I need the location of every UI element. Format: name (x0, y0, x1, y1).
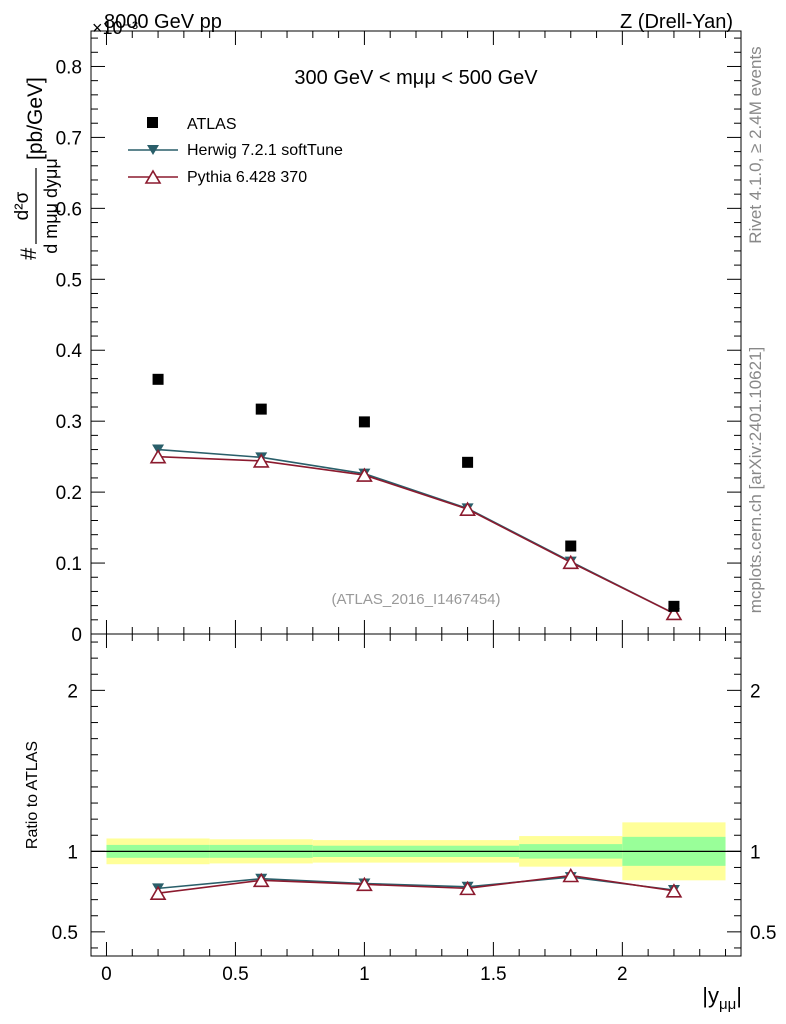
x-tick-label: 0 (101, 964, 112, 985)
y-scale-factor: ×10⁻³ (92, 18, 138, 38)
ratio-y-tick-label-left: 2 (67, 681, 78, 702)
ratio-frame (90, 633, 742, 957)
legend: ATLAS Herwig 7.2.1 softTune Pythia 6.428… (128, 116, 343, 186)
pythia-ratio-point (665, 883, 683, 898)
main-y-tick-label: 0.1 (56, 554, 82, 575)
ratio-y-tick-label-left: 1 (67, 842, 78, 863)
process-label: Z (Drell-Yan) (620, 11, 733, 33)
legend-marker-herwig (147, 145, 159, 155)
x-axis-label: |yμμ| (702, 983, 742, 1013)
main-y-tick-label: 0.6 (56, 199, 82, 220)
pythia-ratio-point (562, 867, 580, 883)
svg-text:d mμμ dyμμ: d mμμ dyμμ (41, 158, 61, 254)
x-tick-label: 1 (359, 964, 370, 985)
pythia-point (459, 501, 476, 516)
mass-range-title: 300 GeV < mμμ < 500 GeV (294, 67, 538, 89)
main-y-tick-label: 0.2 (56, 483, 82, 504)
main-y-tick-label: 0.4 (56, 341, 83, 362)
svg-text:[pb/GeV]: [pb/GeV] (24, 77, 47, 160)
herwig-line (158, 448, 675, 615)
pythia-point (562, 554, 580, 570)
svg-text:d²σ: d²σ (12, 191, 33, 220)
atlas-point (565, 540, 577, 552)
pythia-point (252, 453, 270, 468)
main-y-axis-label: # d²σ d mμμ dyμμ [pb/GeV] (12, 77, 61, 260)
legend-label-herwig: Herwig 7.2.1 softTune (187, 142, 343, 159)
main-y-tick-label: 0.3 (56, 412, 82, 433)
x-tick-label: 0.5 (222, 964, 248, 985)
ratio-uncertainty-bands (91, 822, 741, 881)
ratio-y-tick-label-right: 1 (750, 842, 761, 863)
ratio-panel: 0 0.5 1 1.5 2 0.5 0.5 1 1 2 2 Ratio to ATLAS |yμμ| (24, 633, 776, 1013)
legend-marker-pythia (144, 169, 162, 184)
main-panel: 0 0.1 0.2 0.3 0.4 0.5 0.6 0.7 0.8 300 GeV < mμμ … (12, 30, 742, 646)
pythia-line (158, 455, 675, 615)
pythia-point (149, 449, 167, 464)
mcplots-credit-label: mcplots.cern.ch [arXiv:2401.10621] (746, 347, 765, 613)
legend-marker-atlas (147, 117, 158, 128)
main-y-tick-label: 0.8 (56, 57, 82, 78)
collision-label: 8000 GeV pp (104, 11, 222, 33)
pythia-ratio-point (356, 876, 373, 892)
pythia-point (665, 605, 683, 621)
ratio-axis-ticks: 0 0.5 1 1.5 2 0.5 0.5 1 1 2 2 (52, 634, 776, 985)
herwig-ratio-line (157, 876, 675, 891)
main-y-tick-label: 0 (71, 625, 82, 646)
legend-label-pythia: Pythia 6.428 370 (187, 169, 307, 186)
ratio-y-tick-label-left: 0.5 (52, 923, 78, 944)
pythia-ratio-point (459, 880, 476, 896)
ratio-y-axis-label: Ratio to ATLAS (24, 741, 41, 849)
ratio-data-series (149, 867, 683, 901)
ratio-y-tick-label-right: 0.5 (750, 923, 776, 944)
rivet-version-label: Rivet 4.1.0, ≥ 2.4M events (746, 46, 765, 243)
atlas-point (462, 456, 474, 468)
main-y-tick-label: 0.7 (56, 128, 82, 149)
x-tick-label: 1.5 (480, 964, 506, 985)
svg-text:#: # (16, 247, 41, 260)
pythia-ratio-point (252, 872, 270, 888)
pythia-ratio-line (157, 874, 675, 895)
analysis-watermark: (ATLAS_2016_I1467454) (331, 591, 500, 608)
atlas-point (255, 403, 267, 415)
atlas-point (152, 373, 164, 385)
main-data-series (149, 373, 683, 621)
main-axis-ticks: 0 0.1 0.2 0.3 0.4 0.5 0.6 0.7 0.8 (56, 31, 741, 646)
atlas-point (668, 600, 680, 612)
pythia-point (356, 467, 373, 482)
ratio-y-tick-label-right: 2 (750, 681, 761, 702)
pythia-ratio-point (149, 885, 167, 901)
main-y-tick-label: 0.5 (56, 270, 82, 291)
legend-label-atlas: ATLAS (187, 116, 237, 133)
x-tick-label: 2 (617, 964, 628, 985)
atlas-point (358, 416, 370, 428)
